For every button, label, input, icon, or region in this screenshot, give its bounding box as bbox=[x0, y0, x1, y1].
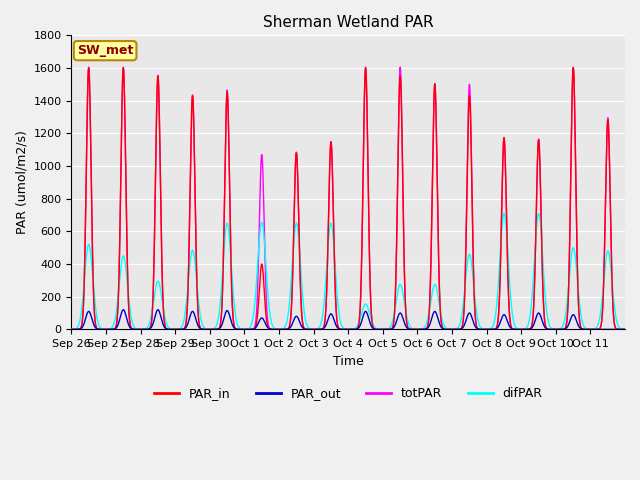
X-axis label: Time: Time bbox=[333, 355, 364, 368]
Legend: PAR_in, PAR_out, totPAR, difPAR: PAR_in, PAR_out, totPAR, difPAR bbox=[149, 383, 547, 406]
Text: SW_met: SW_met bbox=[77, 44, 133, 57]
Y-axis label: PAR (umol/m2/s): PAR (umol/m2/s) bbox=[15, 131, 28, 234]
Title: Sherman Wetland PAR: Sherman Wetland PAR bbox=[263, 15, 433, 30]
